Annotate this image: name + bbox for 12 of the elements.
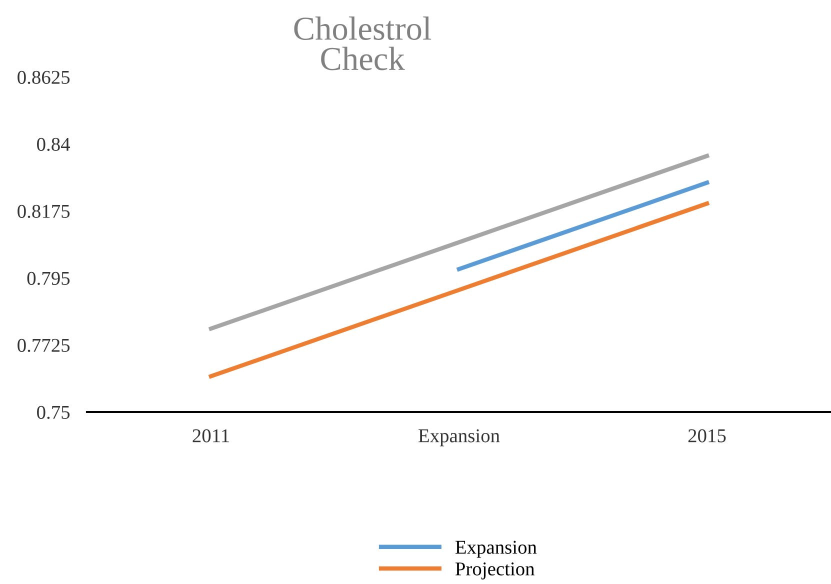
y-tick-label: 0.8175 [18, 204, 70, 218]
y-tick-label: 0.8625 [18, 70, 70, 84]
y-tick-label: 0.795 [27, 272, 70, 286]
legend-label: Projection [455, 562, 535, 580]
x-tick-label: 2015 [688, 429, 726, 442]
y-tick-label: 0.7725 [18, 338, 70, 352]
chart-title: Cholestrol Check [294, 16, 432, 70]
x-tick-label: 2011 [192, 429, 229, 442]
legend-label: Expansion [455, 540, 537, 558]
y-tick-label: 0.84 [37, 138, 70, 152]
y-tick-label: 0.75 [37, 406, 70, 420]
x-tick-label: Expansion [418, 429, 500, 446]
